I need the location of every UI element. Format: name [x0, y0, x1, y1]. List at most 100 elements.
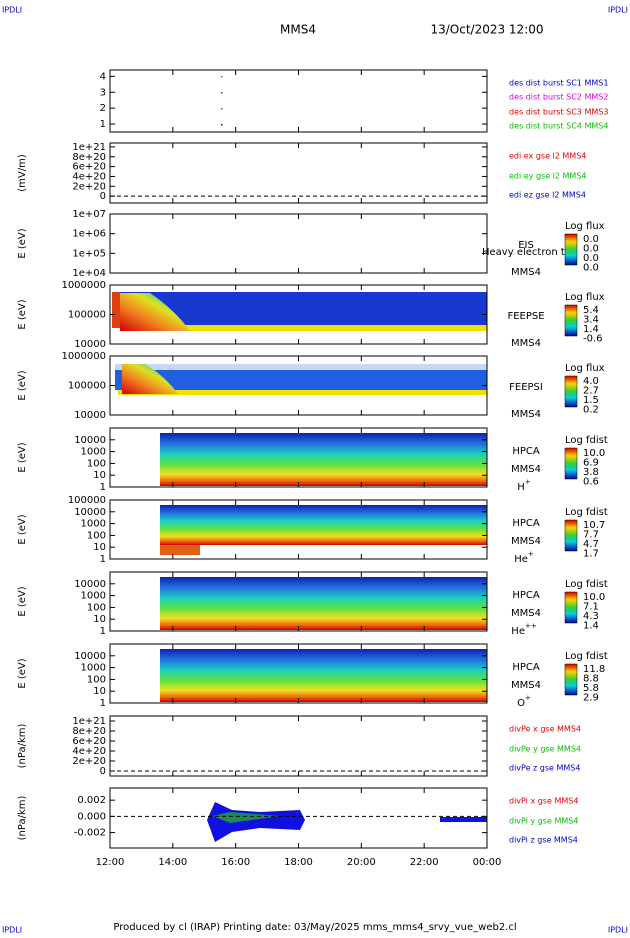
colorbar-title: Log flux	[565, 221, 605, 232]
species-label: H+	[517, 478, 531, 493]
colorbar-tick-label: -0.6	[583, 334, 603, 345]
overlay-label: Heavy electron tof	[482, 247, 575, 258]
species-base: He	[511, 626, 525, 637]
panel-label: MMS4	[511, 608, 541, 619]
colorbar-tick-label: 1.7	[583, 549, 599, 560]
colorbar-title: Log fdist	[565, 651, 608, 662]
y-tick-label: 0	[100, 766, 106, 777]
y-tick-label: 100000	[68, 310, 106, 321]
y-tick-label: 10000	[74, 651, 106, 662]
spectrum-band	[115, 370, 487, 390]
y-tick-label: 1e+04	[72, 268, 106, 279]
species-label: He+	[514, 550, 534, 565]
y-axis-label: E (eV)	[17, 299, 28, 329]
legend-entry: des dist burst SC3 MMS3	[509, 108, 608, 117]
panel-frame	[109, 69, 488, 133]
spectrogram-image	[115, 364, 487, 395]
y-axis-label: E (eV)	[17, 586, 28, 616]
y-tick-label: 1000	[81, 663, 106, 674]
colorbar	[564, 304, 578, 337]
y-tick-label: 10000	[74, 435, 106, 446]
colorbar-tick-label: 8.8	[583, 674, 599, 685]
y-tick-label: 1	[100, 482, 106, 493]
colorbar-tick-label: 10.0	[583, 592, 605, 603]
y-axis-label: E (eV)	[17, 514, 28, 544]
panel-frame	[109, 142, 488, 204]
y-tick-label: 1e+07	[72, 209, 106, 220]
legend-entry: edi ey gse l2 MMS4	[509, 172, 587, 181]
x-tick-label: 00:00	[473, 857, 502, 868]
burst-dot	[221, 92, 223, 94]
y-tick-label: 10000	[74, 410, 106, 421]
panel-label: FEEPSI	[509, 382, 543, 393]
legend-entry: divPe x gse MMS4	[509, 725, 581, 734]
colorbar	[564, 375, 578, 408]
spectrum-band	[160, 577, 487, 630]
spectrum-blob	[120, 293, 190, 331]
y-tick-label: 1000	[81, 519, 106, 530]
species-sup: +	[525, 478, 531, 486]
colorbar	[564, 447, 578, 480]
y-tick-label: 10000	[74, 339, 106, 350]
panel-label: HPCA	[512, 662, 540, 673]
x-tick-label: 12:00	[96, 857, 125, 868]
y-tick-label: 0.002	[77, 795, 106, 806]
species-label: O+	[517, 694, 531, 709]
corner-mark: IPDLI	[608, 926, 628, 935]
colorbar-tick-label: 2.7	[583, 386, 599, 397]
spectrogram-image	[160, 577, 487, 630]
colorbar	[564, 591, 578, 624]
colorbar-tick-label: 0.0	[583, 244, 599, 255]
panel-frame	[109, 213, 488, 274]
colorbar-tick-label: 2.9	[583, 693, 599, 704]
noise-blob	[207, 802, 305, 842]
species-base: O	[517, 698, 525, 709]
colorbar-tick-label: 0.0	[583, 253, 599, 264]
spectrogram-image	[207, 802, 487, 842]
y-tick-label: 1	[100, 698, 106, 709]
panel-label: MMS4	[511, 464, 541, 475]
y-tick-label: 4e+20	[72, 746, 106, 757]
y-tick-label: 100000	[68, 495, 106, 506]
y-tick-label: 10	[93, 470, 106, 481]
y-tick-label: 1000000	[61, 351, 106, 362]
spectrum-blob	[122, 364, 178, 394]
y-tick-label: 1e+21	[72, 142, 106, 153]
colorbar-title: Log fdist	[565, 579, 608, 590]
y-axis-label: (mV/m)	[17, 154, 28, 192]
y-axis-label: E (eV)	[17, 228, 28, 258]
y-axis-label: E (eV)	[17, 370, 28, 400]
legend-entry: edi ex gse l2 MMS4	[509, 152, 586, 161]
species-label: He++	[511, 622, 537, 637]
y-tick-label: 10	[93, 686, 106, 697]
y-tick-label: -0.002	[74, 828, 106, 839]
colorbar-tick-label: 7.1	[583, 602, 599, 613]
spectrogram-image	[160, 433, 487, 486]
colorbar-tick-label: 1.5	[583, 395, 599, 406]
legend-entry: des dist burst SC1 MMS1	[509, 79, 608, 88]
colorbar-title: Log flux	[565, 292, 605, 303]
legend-entry: divPe y gse MMS4	[509, 745, 581, 754]
y-tick-label: 4	[100, 71, 106, 82]
date: 13/Oct/2023 12:00	[430, 23, 543, 37]
x-tick-label: 14:00	[158, 857, 187, 868]
y-tick-label: 10000	[74, 507, 106, 518]
colorbar-title: Log flux	[565, 363, 605, 374]
burst-dot	[221, 124, 223, 126]
y-axis-label: E (eV)	[17, 442, 28, 472]
y-tick-label: 1e+21	[72, 716, 106, 727]
spectrum-band	[160, 505, 487, 545]
panel-label: HPCA	[512, 518, 540, 529]
y-tick-label: 0	[100, 191, 106, 202]
panel-label: MMS4	[511, 338, 541, 349]
y-tick-label: 6e+20	[72, 736, 106, 747]
y-tick-label: 100	[87, 458, 106, 469]
spectrum-band	[160, 433, 487, 486]
y-tick-label: 100	[87, 530, 106, 541]
y-tick-label: 1e+05	[72, 248, 106, 259]
panel-label: MMS4	[511, 536, 541, 547]
y-tick-label: 3	[100, 87, 106, 98]
y-tick-label: 100	[87, 674, 106, 685]
colorbar-tick-label: 7.7	[583, 530, 599, 541]
